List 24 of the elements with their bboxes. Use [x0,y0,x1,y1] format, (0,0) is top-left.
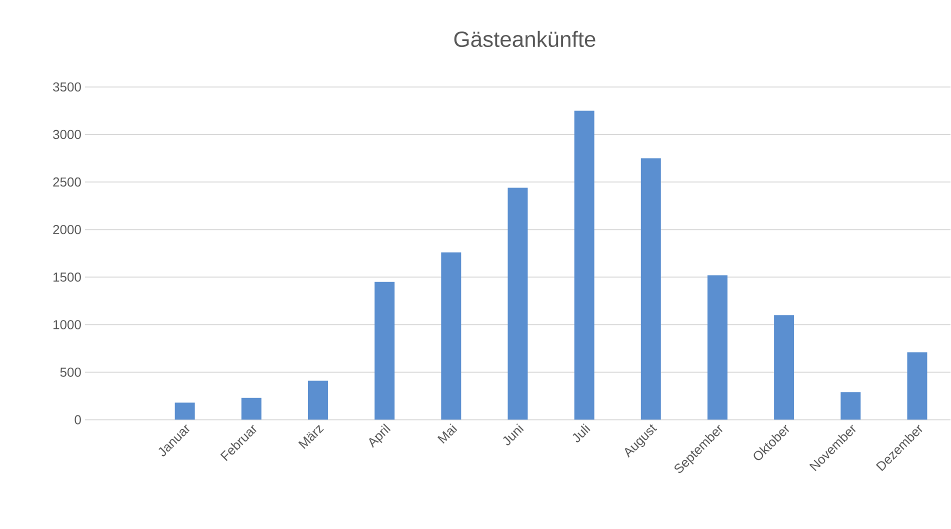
bar [574,110,594,420]
bar [308,380,328,420]
bar [640,158,661,420]
y-tick-label: 2000 [53,225,81,234]
x-tick-label: Juli [572,424,590,442]
y-tick-label: 0 [74,415,81,424]
bar [774,315,794,420]
x-tick-label: Juni [503,424,524,446]
bar [374,282,395,420]
y-tick-label: 1000 [54,320,81,330]
bar [241,398,262,420]
bar [840,392,861,420]
bar [174,402,195,420]
chart-title: Gästeankünfte [454,31,596,48]
y-tick-label: 500 [60,368,81,377]
bar [441,252,462,420]
y-tick-label: 2500 [53,178,81,187]
x-tick-label: Mai [437,424,458,444]
bar [508,188,528,420]
bar [707,275,728,420]
y-tick-label: 3000 [53,130,81,140]
y-tick-label: 3500 [53,82,81,92]
bar [907,352,928,420]
y-tick-label: 1500 [54,272,81,282]
